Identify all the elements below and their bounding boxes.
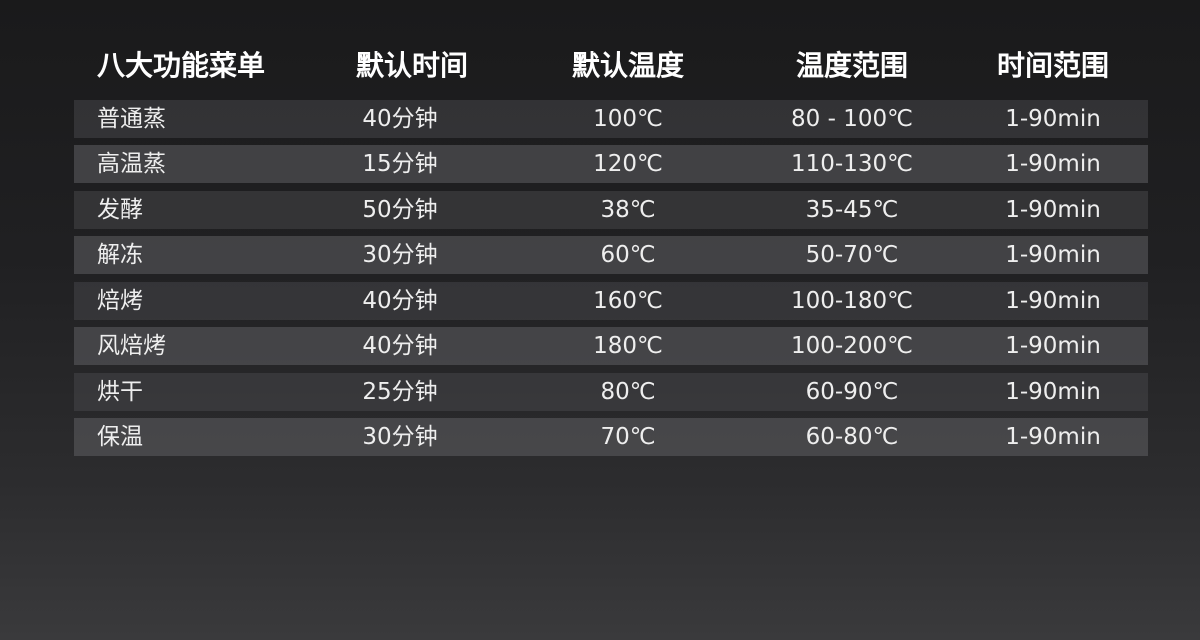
cell-temp-range: 100-200℃	[791, 333, 913, 359]
cell-temp-range: 80 - 100℃	[791, 106, 913, 132]
cell-default-temp: 80℃	[600, 379, 656, 405]
cell-temp-range: 110-130℃	[791, 151, 913, 177]
cell-time-range: 1-90min	[1005, 106, 1101, 132]
header-default-temp: 默认温度	[571, 49, 685, 82]
cell-default-temp: 38℃	[600, 197, 656, 223]
cell-default-time: 40分钟	[362, 106, 438, 132]
cell-menu-name: 烘干	[97, 379, 143, 405]
cell-default-time: 15分钟	[362, 151, 438, 177]
cell-default-time: 50分钟	[362, 197, 438, 223]
cell-time-range: 1-90min	[1005, 151, 1101, 177]
cell-time-range: 1-90min	[1005, 288, 1101, 314]
cell-temp-range: 35-45℃	[805, 197, 899, 223]
cell-menu-name: 焙烤	[97, 288, 143, 314]
header-menu: 八大功能菜单	[97, 49, 266, 82]
cell-menu-name: 解冻	[97, 242, 143, 268]
cell-menu-name: 高温蒸	[97, 151, 166, 177]
cell-default-temp: 160℃	[593, 288, 663, 314]
table-row: 高温蒸 15分钟 120℃ 110-130℃ 1-90min	[74, 145, 1148, 183]
table-header: 八大功能菜单 默认时间 默认温度 温度范围 时间范围	[0, 44, 1200, 88]
cell-default-time: 25分钟	[362, 379, 438, 405]
cell-menu-name: 普通蒸	[97, 106, 166, 132]
header-time-range: 时间范围	[996, 49, 1110, 82]
cell-default-time: 30分钟	[362, 242, 438, 268]
cell-time-range: 1-90min	[1005, 197, 1101, 223]
cell-default-temp: 60℃	[600, 242, 656, 268]
table-row: 普通蒸 40分钟 100℃ 80 - 100℃ 1-90min	[74, 100, 1148, 138]
cell-default-time: 40分钟	[362, 288, 438, 314]
cell-menu-name: 风焙烤	[97, 333, 166, 359]
cell-temp-range: 60-90℃	[805, 379, 899, 405]
cell-default-temp: 120℃	[593, 151, 663, 177]
cell-time-range: 1-90min	[1005, 333, 1101, 359]
header-default-time: 默认时间	[355, 49, 469, 82]
table-row: 焙烤 40分钟 160℃ 100-180℃ 1-90min	[74, 282, 1148, 320]
cell-default-temp: 70℃	[600, 424, 656, 450]
cell-temp-range: 50-70℃	[805, 242, 899, 268]
cell-menu-name: 保温	[97, 424, 143, 450]
cell-menu-name: 发酵	[97, 197, 143, 223]
header-temp-range: 温度范围	[795, 49, 909, 82]
cell-temp-range: 60-80℃	[805, 424, 899, 450]
table-row: 解冻 30分钟 60℃ 50-70℃ 1-90min	[74, 236, 1148, 274]
cell-time-range: 1-90min	[1005, 379, 1101, 405]
cell-default-time: 40分钟	[362, 333, 438, 359]
cell-default-temp: 100℃	[593, 106, 663, 132]
table-row: 保温 30分钟 70℃ 60-80℃ 1-90min	[74, 418, 1148, 456]
cell-temp-range: 100-180℃	[791, 288, 913, 314]
cell-default-temp: 180℃	[593, 333, 663, 359]
cell-time-range: 1-90min	[1005, 424, 1101, 450]
table-row: 烘干 25分钟 80℃ 60-90℃ 1-90min	[74, 373, 1148, 411]
table-row: 风焙烤 40分钟 180℃ 100-200℃ 1-90min	[74, 327, 1148, 365]
cell-default-time: 30分钟	[362, 424, 438, 450]
cell-time-range: 1-90min	[1005, 242, 1101, 268]
table-row: 发酵 50分钟 38℃ 35-45℃ 1-90min	[74, 191, 1148, 229]
